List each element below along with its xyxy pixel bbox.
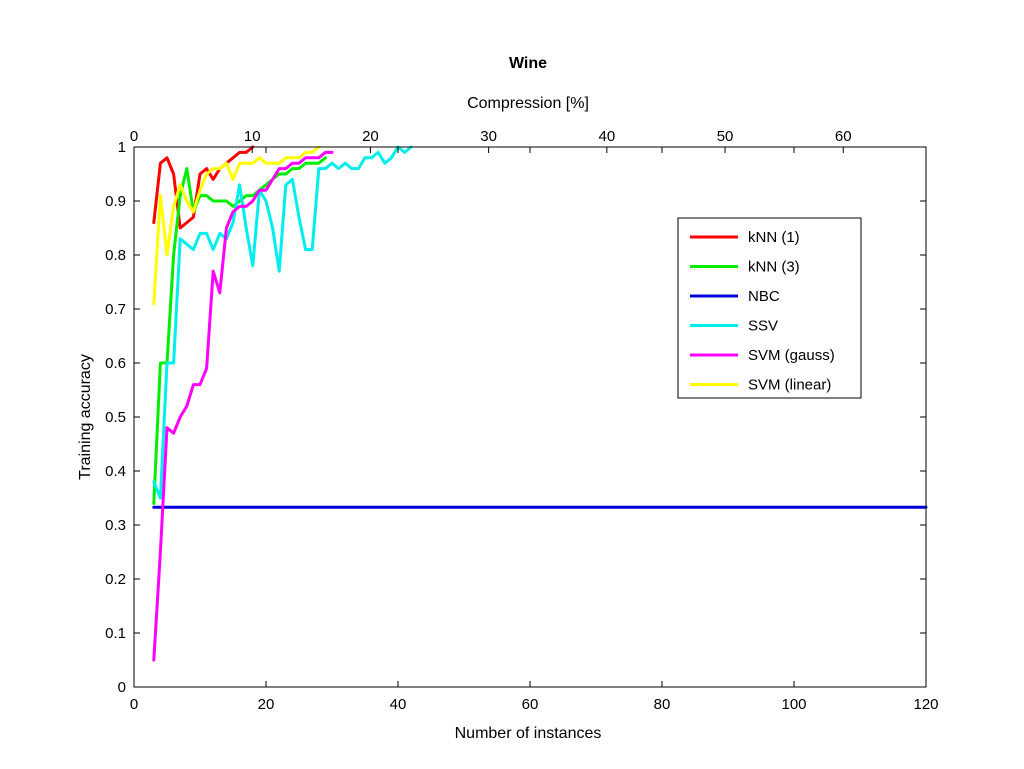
top-x-tick-label: 50 [717, 128, 734, 145]
y-tick-label: 0.6 [105, 355, 126, 372]
y-axis-title: Training accuracy [77, 354, 94, 480]
y-tick-label: 0.5 [105, 409, 126, 426]
top-x-tick-label: 60 [835, 128, 852, 145]
top-x-tick-label: 0 [130, 128, 138, 145]
y-tick-label: 1 [118, 139, 126, 156]
legend-label-knn-1: kNN (1) [748, 229, 800, 246]
tick-layer: 0 20 40 60 80 100 12000.10.20.30.40.50.60.70.8… [105, 128, 938, 713]
chart-title: Wine [509, 55, 547, 72]
x-axis-title: Number of instances [455, 725, 602, 742]
y-tick-label: 0.8 [105, 247, 126, 264]
y-tick-label: 0 [118, 679, 126, 696]
legend-label-nbc: NBC [748, 288, 780, 305]
legend-label-ssv: SSV [748, 318, 778, 335]
top-x-tick-label: 10 [244, 128, 261, 145]
y-tick-label: 0.7 [105, 301, 126, 318]
series-line-svm-linear [152, 145, 321, 306]
series-line-ssv [152, 145, 413, 500]
y-tick-label: 0.9 [105, 193, 126, 210]
y-tick-label: 0.4 [105, 463, 126, 480]
legend-box [677, 217, 862, 399]
x-tick-label: 0 [130, 696, 138, 713]
top-x-axis-title: Compression [%] [467, 95, 589, 112]
y-tick-label: 0.2 [105, 571, 126, 588]
x-tick-label: 80 [654, 696, 671, 713]
series-layer [152, 145, 928, 662]
top-x-tick-label: 30 [480, 128, 497, 145]
y-tick-label: 0.1 [105, 625, 126, 642]
x-tick-label: 40 [390, 696, 407, 713]
top-x-tick-label: 20 [362, 128, 379, 145]
x-tick-label: 120 [913, 696, 938, 713]
legend-label-svm-linear: SVM (linear) [748, 377, 831, 394]
legend-label-svm-gauss: SVM (gauss) [748, 347, 835, 364]
series-line-knn-1 [152, 145, 255, 230]
x-tick-label: 100 [781, 696, 806, 713]
top-x-tick-label: 40 [598, 128, 615, 145]
legend-label-knn-3: kNN (3) [748, 259, 800, 276]
y-tick-label: 0.3 [105, 517, 126, 534]
series-line-svm-gauss [152, 150, 334, 662]
x-tick-label: 20 [258, 696, 275, 713]
x-tick-label: 60 [522, 696, 539, 713]
legend: kNN (1) kNN (3) NBC SSV SVM (gauss) SVM (line… [677, 217, 862, 399]
